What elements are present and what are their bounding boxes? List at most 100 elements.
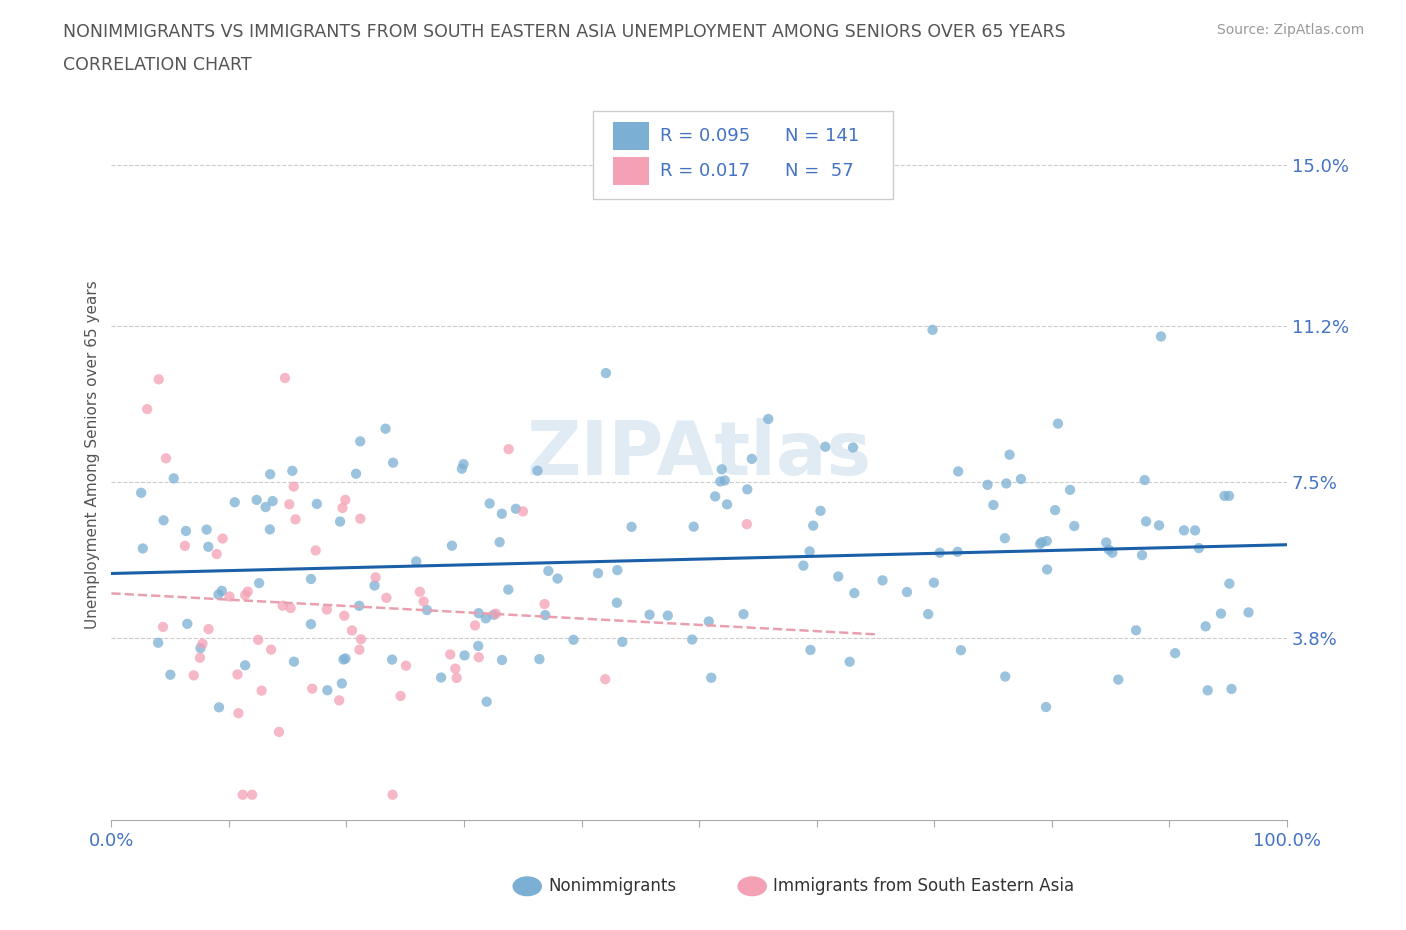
Point bbox=[994, 531, 1017, 546]
Point bbox=[271, 598, 294, 613]
Point bbox=[505, 501, 527, 516]
Point bbox=[191, 636, 214, 651]
Point bbox=[1188, 540, 1211, 555]
Point bbox=[278, 497, 301, 512]
Point bbox=[284, 512, 307, 526]
Point bbox=[710, 462, 733, 477]
Point bbox=[315, 602, 337, 617]
Point bbox=[381, 652, 404, 667]
Point bbox=[197, 621, 219, 636]
Point bbox=[537, 564, 560, 578]
Point bbox=[1035, 699, 1057, 714]
Point bbox=[562, 632, 585, 647]
Point bbox=[262, 494, 284, 509]
Point bbox=[1218, 488, 1240, 503]
Point bbox=[335, 493, 357, 508]
Point bbox=[260, 642, 283, 657]
Point bbox=[1213, 488, 1236, 503]
Text: CORRELATION CHART: CORRELATION CHART bbox=[63, 56, 252, 73]
Point bbox=[976, 477, 998, 492]
Point bbox=[405, 554, 427, 569]
Point bbox=[801, 518, 824, 533]
Point bbox=[329, 514, 352, 529]
Point bbox=[842, 440, 865, 455]
Point bbox=[412, 594, 434, 609]
Point bbox=[382, 456, 405, 471]
Point bbox=[526, 463, 548, 478]
Text: Nonimmigrants: Nonimmigrants bbox=[548, 877, 676, 896]
Point bbox=[132, 541, 155, 556]
Point bbox=[844, 586, 866, 601]
Bar bbox=[613, 122, 648, 150]
Point bbox=[547, 571, 569, 586]
Point bbox=[218, 589, 240, 604]
Point bbox=[333, 608, 356, 623]
Point bbox=[657, 608, 679, 623]
Point bbox=[921, 323, 943, 338]
Point bbox=[1195, 618, 1218, 633]
Point bbox=[246, 493, 269, 508]
Y-axis label: Unemployment Among Seniors over 65 years: Unemployment Among Seniors over 65 years bbox=[86, 280, 100, 629]
Point bbox=[464, 618, 486, 632]
Point bbox=[305, 497, 328, 512]
Point bbox=[233, 588, 256, 603]
Point bbox=[949, 643, 972, 658]
Point bbox=[512, 504, 534, 519]
Point bbox=[247, 576, 270, 591]
Point bbox=[917, 606, 939, 621]
Point bbox=[1059, 483, 1081, 498]
Point bbox=[1098, 542, 1121, 557]
Text: N =  57: N = 57 bbox=[785, 162, 853, 180]
Point bbox=[129, 485, 152, 500]
Point bbox=[183, 668, 205, 683]
Text: R = 0.017: R = 0.017 bbox=[661, 162, 751, 180]
Point bbox=[375, 591, 398, 605]
Point bbox=[534, 607, 557, 622]
Point bbox=[453, 648, 475, 663]
Point bbox=[697, 614, 720, 629]
Point bbox=[1147, 518, 1170, 533]
Point bbox=[280, 601, 302, 616]
Point bbox=[529, 652, 551, 667]
Point bbox=[332, 652, 354, 667]
Point bbox=[332, 500, 354, 515]
Point bbox=[1133, 472, 1156, 487]
Point bbox=[347, 598, 370, 613]
Point bbox=[299, 572, 322, 587]
Point bbox=[922, 576, 945, 591]
Point bbox=[709, 474, 731, 489]
Point bbox=[467, 605, 489, 620]
Point bbox=[491, 506, 513, 521]
Point bbox=[159, 667, 181, 682]
Point bbox=[208, 700, 231, 715]
Point bbox=[395, 658, 418, 673]
Point bbox=[482, 607, 505, 622]
Point bbox=[681, 632, 703, 647]
Point bbox=[274, 370, 297, 385]
Point bbox=[259, 522, 281, 537]
Point bbox=[1063, 519, 1085, 534]
Point bbox=[1164, 645, 1187, 660]
Point bbox=[205, 547, 228, 562]
Point bbox=[267, 724, 290, 739]
Point bbox=[173, 538, 195, 553]
Point bbox=[620, 519, 643, 534]
Point bbox=[810, 503, 832, 518]
Point bbox=[446, 671, 468, 685]
Point bbox=[498, 442, 520, 457]
Point bbox=[1036, 562, 1059, 577]
Point bbox=[1135, 514, 1157, 529]
Point bbox=[283, 479, 305, 494]
Point bbox=[440, 538, 463, 553]
Point bbox=[491, 653, 513, 668]
Point bbox=[281, 463, 304, 478]
Point bbox=[1220, 682, 1243, 697]
Point bbox=[478, 496, 501, 511]
Point bbox=[344, 466, 367, 481]
Point bbox=[799, 544, 821, 559]
Point bbox=[176, 617, 198, 631]
Point bbox=[498, 582, 520, 597]
Point bbox=[928, 545, 950, 560]
Point bbox=[233, 658, 256, 672]
Point bbox=[340, 623, 363, 638]
